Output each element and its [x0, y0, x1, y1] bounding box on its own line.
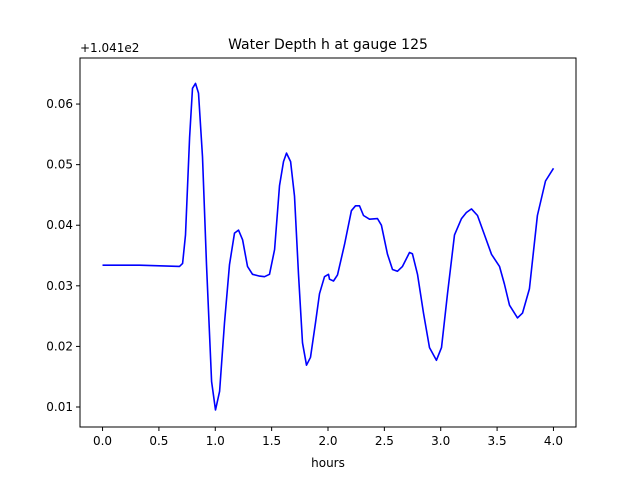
x-tick-label: 0.0 — [93, 434, 112, 448]
x-tick-label: 0.5 — [149, 434, 168, 448]
y-tick-label: 0.01 — [46, 400, 73, 414]
x-tick-label: 3.0 — [431, 434, 450, 448]
y-tick-label: 0.06 — [46, 97, 73, 111]
chart-title: Water Depth h at gauge 125 — [228, 37, 428, 53]
x-tick-label: 2.0 — [318, 434, 337, 448]
y-tick-label: 0.04 — [46, 218, 73, 232]
x-tick-label: 2.5 — [375, 434, 394, 448]
y-offset-label: +1.041e2 — [80, 41, 139, 55]
x-tick-label: 3.5 — [488, 434, 507, 448]
x-tick-label: 1.0 — [206, 434, 225, 448]
y-tick-label: 0.02 — [46, 339, 73, 353]
series-line-h — [102, 82, 555, 411]
y-tick-label: 0.03 — [46, 279, 73, 293]
x-tick-label: 1.5 — [262, 434, 281, 448]
y-tick-label: 0.05 — [46, 158, 73, 172]
x-axis-label: hours — [311, 456, 345, 470]
x-tick-label: 4.0 — [544, 434, 563, 448]
plot-frame — [79, 57, 577, 428]
